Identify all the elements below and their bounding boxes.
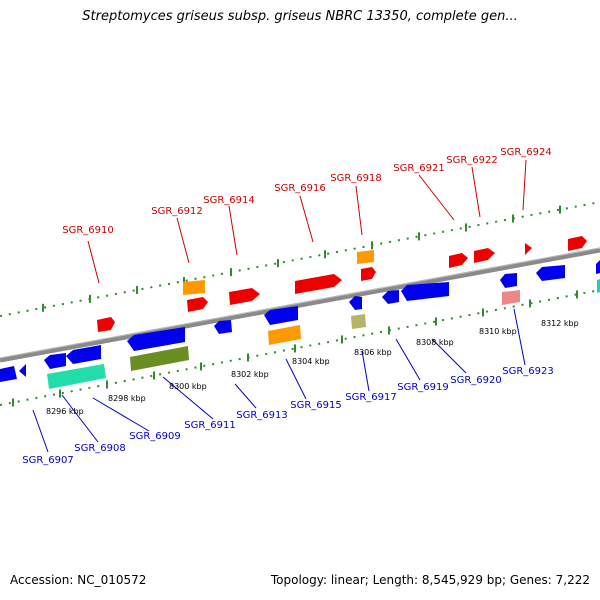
gene-sgr-6919[interactable] [401,282,449,301]
gene-sgr-6924[interactable] [525,243,532,255]
gene-orange-1[interactable] [183,280,205,295]
gene-olive[interactable] [130,346,189,371]
gene-label-reverse[interactable]: SGR_6907 [22,455,74,466]
genome-summary: Topology: linear; Length: 8,545,929 bp; … [270,573,590,587]
gene-label-reverse[interactable]: SGR_6911 [184,420,236,431]
gene-label-reverse[interactable]: SGR_6915 [290,400,342,411]
chromosome-backbone [0,247,600,363]
gene-sgr-6908[interactable] [44,353,66,369]
gene-sgr-6916[interactable] [295,274,342,294]
gene-orange-3[interactable] [268,325,301,345]
reverse-leader-lines [32,308,526,453]
gene-sgr-6914[interactable] [229,288,260,305]
gene-cyan-end[interactable] [597,279,600,293]
gene-sgr-6919-a[interactable] [382,290,399,304]
gene-label-reverse[interactable]: SGR_6919 [397,382,449,393]
map-title: Streptomyces griseus subsp. griseus NBRC… [82,9,518,24]
gene-label-forward[interactable]: SGR_6910 [62,225,114,236]
gene-label-reverse[interactable]: SGR_6917 [345,392,397,403]
reverse-genes [0,260,600,389]
gene-khaki[interactable] [351,314,366,329]
gene-label-reverse[interactable]: SGR_6909 [129,431,181,442]
scale-tick-label: 8308 kbp [416,338,454,347]
gene-label-forward[interactable]: SGR_6918 [330,173,382,184]
accession-label: Accession: NC_010572 [10,573,147,587]
gene-sgr-6907[interactable] [0,366,17,382]
gene-sgr-6923[interactable] [502,290,520,305]
gene-sgr-6915[interactable] [264,306,298,325]
scale-tick-label: 8306 kbp [354,348,392,357]
gene-sgr-6922[interactable] [474,248,495,263]
gene-label-reverse[interactable]: SGR_6913 [236,410,288,421]
scale-tick-label: 8312 kbp [541,319,579,328]
scale-tick-label: 8310 kbp [479,327,517,336]
gene-orange-2[interactable] [357,250,374,264]
scale-tick-label: 8296 kbp [46,407,84,416]
gene-label-reverse[interactable]: SGR_6923 [502,366,554,377]
gene-sgr-6910[interactable] [97,317,115,332]
gene-blue-right[interactable] [536,265,565,281]
gene-blue-end[interactable] [596,260,600,274]
gene-sgr-6918[interactable] [361,267,376,281]
gene-label-forward[interactable]: SGR_6924 [500,147,552,158]
gene-label-forward[interactable]: SGR_6916 [274,183,326,194]
gene-sgr-6921[interactable] [449,253,468,268]
forward-leader-lines [87,159,527,284]
gene-blue-small-1[interactable] [19,364,26,377]
gene-sgr-6917[interactable] [349,296,362,310]
gene-label-forward[interactable]: SGR_6914 [203,195,255,206]
gene-sgr-6913[interactable] [214,320,232,334]
scale-tick-label: 8302 kbp [231,370,269,379]
forward-genes [97,236,587,332]
gene-sgr-6912[interactable] [187,297,208,312]
scale-tick-label: 8298 kbp [108,394,146,403]
scale-tick-label: 8304 kbp [292,357,330,366]
gene-sgr-6911[interactable] [127,327,185,351]
gene-label-forward[interactable]: SGR_6912 [151,206,203,217]
gene-sgr-6920[interactable] [500,273,517,288]
gene-label-forward[interactable]: SGR_6922 [446,155,498,166]
gene-label-forward[interactable]: SGR_6921 [393,163,445,174]
gene-red-end[interactable] [568,236,587,251]
gene-label-reverse[interactable]: SGR_6908 [74,443,126,454]
gene-label-reverse[interactable]: SGR_6920 [450,375,502,386]
scale-tick-label: 8300 kbp [169,382,207,391]
gene-sgr-6909[interactable] [66,345,101,364]
gene-teal[interactable] [47,364,106,389]
